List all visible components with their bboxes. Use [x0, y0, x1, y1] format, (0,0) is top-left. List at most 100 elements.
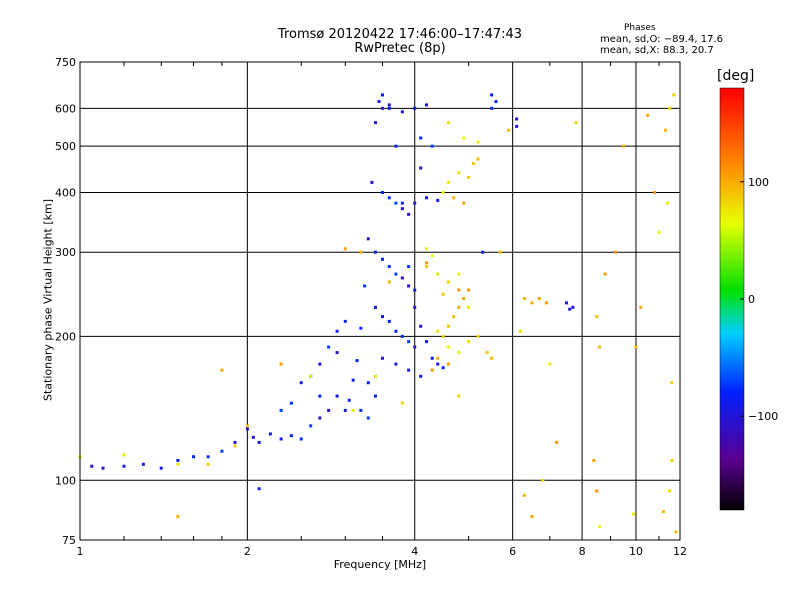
data-point-o: [400, 276, 404, 280]
data-point-o: [141, 462, 145, 466]
data-point-x: [661, 510, 665, 514]
x-tick-label: 8: [579, 545, 586, 558]
data-point-o: [90, 464, 94, 468]
data-point-x: [674, 530, 678, 534]
data-point-o: [343, 408, 347, 412]
data-point-x: [632, 512, 636, 516]
data-point-o: [407, 340, 411, 344]
data-point-x: [668, 489, 672, 493]
x-axis-ticks: 1 2 4 6 8 10 12: [77, 62, 687, 558]
data-point-o: [394, 201, 398, 205]
data-point-x: [555, 440, 559, 444]
colorbar-tick-label: −100: [748, 410, 778, 423]
data-point-x: [457, 351, 461, 355]
data-point-o: [363, 284, 367, 288]
data-point-o: [400, 110, 404, 114]
data-point-x: [343, 247, 347, 251]
data-point-o: [335, 394, 339, 398]
data-point-x: [485, 351, 489, 355]
data-point-x: [452, 196, 456, 200]
data-point-x: [462, 201, 466, 205]
x-tick-label: 12: [673, 545, 687, 558]
data-point-o: [377, 100, 381, 104]
data-point-o: [355, 359, 359, 363]
data-point-o: [373, 394, 377, 398]
data-point-x: [507, 128, 511, 132]
y-tick-label: 750: [55, 56, 76, 69]
data-point-x: [476, 334, 480, 338]
data-point-o: [176, 458, 180, 462]
data-point-x: [670, 381, 674, 385]
data-point-x: [436, 329, 440, 333]
data-point-x: [446, 180, 450, 184]
data-point-x: [530, 514, 534, 518]
x-tick-label: 4: [411, 545, 418, 558]
data-point-x: [614, 250, 618, 254]
data-point-o: [425, 196, 429, 200]
data-point-x: [206, 462, 210, 466]
data-point-o: [441, 366, 445, 370]
phases-legend-o-line: mean, sd,O: −89.4, 17.6: [600, 34, 723, 45]
data-point-x: [425, 247, 429, 251]
data-point-x: [603, 272, 607, 276]
data-point-o: [387, 103, 391, 107]
data-point-x: [541, 478, 545, 482]
plot-frame: [79, 61, 681, 541]
data-point-o: [419, 374, 423, 378]
data-point-o: [494, 100, 498, 104]
data-point-x: [457, 305, 461, 309]
data-point-x: [498, 250, 502, 254]
data-point-o: [327, 408, 331, 412]
data-point-x: [279, 362, 283, 366]
data-point-o: [436, 362, 440, 366]
data-point-o: [380, 93, 384, 97]
y-tick-label: 500: [55, 140, 76, 153]
data-point-x: [622, 144, 626, 148]
data-point-x: [441, 190, 445, 194]
data-point-o: [245, 427, 249, 431]
data-point-o: [407, 368, 411, 372]
y-tick-label: 100: [55, 474, 76, 487]
data-point-o: [400, 207, 404, 211]
data-point-x: [519, 329, 523, 333]
data-point-o: [481, 250, 485, 254]
data-point-o: [419, 166, 423, 170]
data-point-x: [634, 345, 638, 349]
data-point-x: [446, 324, 450, 328]
colorbar-tick-label: 0: [748, 293, 755, 306]
data-point-o: [373, 250, 377, 254]
chart-subtitle: RwPretec (8p): [354, 41, 446, 56]
data-point-o: [366, 416, 370, 420]
data-point-o: [515, 117, 519, 121]
y-tick-label: 400: [55, 186, 76, 199]
data-point-o: [257, 487, 261, 491]
data-point-o: [394, 272, 398, 276]
data-point-o: [490, 106, 494, 110]
data-point-o: [122, 464, 126, 468]
data-point-o: [299, 437, 303, 441]
data-point-o: [387, 106, 391, 110]
data-point-o: [380, 356, 384, 360]
data-point-o: [335, 351, 339, 355]
data-point-o: [394, 144, 398, 148]
data-point-o: [159, 466, 163, 470]
data-point-x: [653, 190, 657, 194]
data-point-o: [220, 449, 224, 453]
data-point-o: [366, 237, 370, 241]
data-point-x: [430, 368, 434, 372]
data-point-o: [251, 435, 255, 439]
data-point-o: [359, 408, 363, 412]
data-point-o: [366, 381, 370, 385]
data-point-o: [571, 305, 575, 309]
data-point-x: [400, 401, 404, 405]
data-point-o: [413, 106, 417, 110]
colorbar-title: [deg]: [717, 68, 755, 84]
data-point-x: [373, 374, 377, 378]
data-point-o: [343, 319, 347, 323]
data-point-o: [279, 437, 283, 441]
data-point-x: [537, 297, 541, 301]
data-point-o: [419, 324, 423, 328]
data-point-o: [318, 416, 322, 420]
data-point-x: [446, 362, 450, 366]
